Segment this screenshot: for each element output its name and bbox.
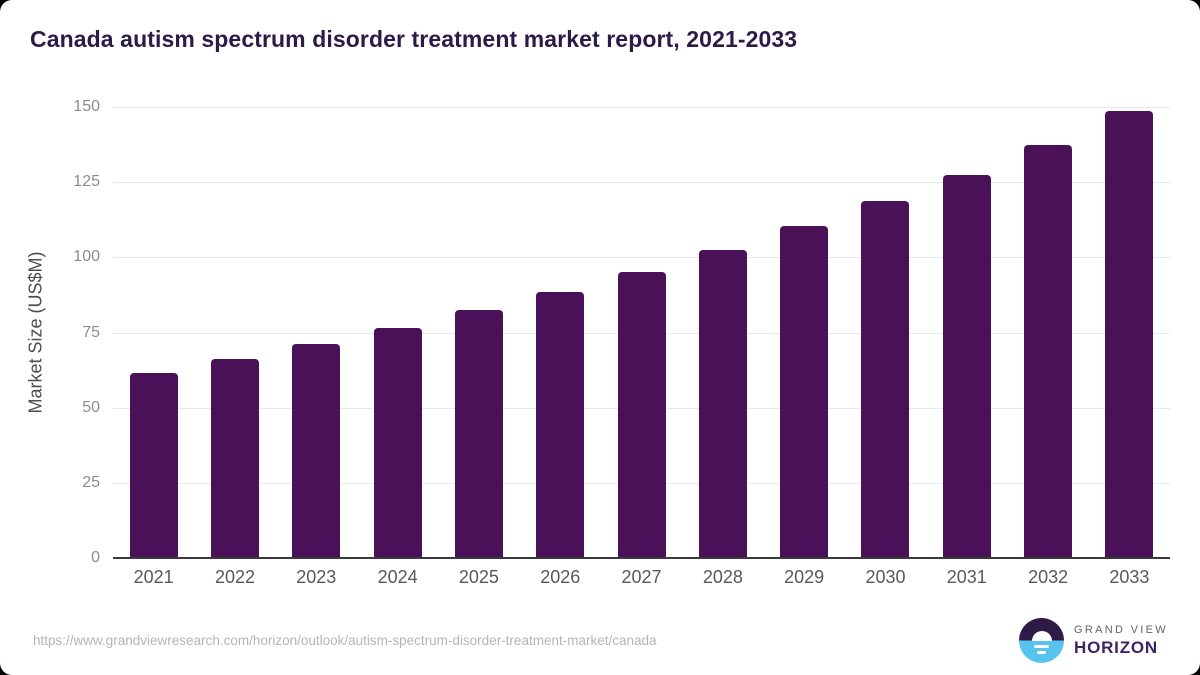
bar-slot-2023 bbox=[276, 107, 357, 558]
bar-2021 bbox=[129, 373, 178, 558]
bar-2025 bbox=[454, 310, 503, 558]
bar-2022 bbox=[210, 358, 259, 558]
bar-slot-2031 bbox=[926, 107, 1007, 558]
bar-slot-2027 bbox=[601, 107, 682, 558]
bar-slot-2024 bbox=[357, 107, 438, 558]
bar-2033 bbox=[1105, 111, 1154, 558]
x-axis-line bbox=[113, 557, 1170, 559]
bar-series bbox=[113, 107, 1170, 558]
reflection-line-2 bbox=[1037, 650, 1046, 654]
y-tick-label-125: 125 bbox=[73, 173, 100, 191]
logo-text: GRAND VIEW HORIZON bbox=[1074, 624, 1168, 658]
x-label-2025: 2025 bbox=[458, 567, 499, 587]
x-label-2031: 2031 bbox=[946, 567, 987, 587]
x-label-2032: 2032 bbox=[1028, 567, 1069, 587]
chart-title: Canada autism spectrum disorder treatmen… bbox=[30, 26, 798, 52]
bar-slot-2025 bbox=[438, 107, 519, 558]
logo-grand-view-text: GRAND VIEW bbox=[1074, 623, 1168, 636]
y-tick-label-150: 150 bbox=[73, 98, 100, 115]
x-label-2026: 2026 bbox=[540, 567, 581, 587]
gridline-150 bbox=[113, 107, 1170, 108]
horizon-sun-icon bbox=[1019, 618, 1064, 663]
x-label-2028: 2028 bbox=[702, 567, 743, 587]
x-label-2030: 2030 bbox=[865, 567, 906, 587]
y-tick-label-75: 75 bbox=[82, 323, 100, 341]
sun-dome-shape bbox=[1031, 630, 1052, 641]
gridline-100 bbox=[113, 257, 1170, 259]
bar-2029 bbox=[780, 226, 829, 558]
bar-slot-2021 bbox=[113, 107, 194, 558]
plot-area bbox=[113, 107, 1170, 559]
reflection-line-1 bbox=[1034, 644, 1049, 648]
bar-slot-2026 bbox=[520, 107, 601, 558]
bar-slot-2029 bbox=[764, 107, 845, 558]
x-label-2022: 2022 bbox=[214, 567, 255, 587]
bar-2031 bbox=[942, 174, 991, 558]
bar-slot-2032 bbox=[1007, 107, 1088, 558]
x-label-2029: 2029 bbox=[784, 567, 825, 587]
logo-horizon-text: HORIZON bbox=[1074, 637, 1158, 657]
bar-2030 bbox=[861, 201, 910, 558]
x-label-2033: 2033 bbox=[1109, 567, 1150, 587]
source-url: https://www.grandviewresearch.com/horizo… bbox=[33, 633, 657, 648]
y-tick-label-25: 25 bbox=[82, 473, 100, 491]
y-tick-label-100: 100 bbox=[73, 248, 100, 266]
bar-slot-2022 bbox=[194, 107, 275, 558]
bar-2023 bbox=[292, 344, 341, 558]
bar-2032 bbox=[1024, 145, 1073, 558]
y-tick-label-50: 50 bbox=[82, 398, 100, 416]
bar-2024 bbox=[373, 328, 422, 558]
x-label-2023: 2023 bbox=[296, 567, 337, 587]
bar-slot-2033 bbox=[1089, 107, 1170, 558]
bar-2026 bbox=[536, 291, 585, 558]
y-axis-ticks: 0 25 50 75 100 125 150 bbox=[40, 98, 100, 566]
x-label-2027: 2027 bbox=[621, 567, 662, 587]
x-label-2024: 2024 bbox=[377, 567, 418, 587]
x-axis-labels: 2021 2022 2023 2024 2025 2026 2027 2028 2029 2030… bbox=[113, 567, 1170, 588]
x-label-2021: 2021 bbox=[133, 567, 174, 587]
grand-view-horizon-logo: GRAND VIEW HORIZON bbox=[1019, 618, 1168, 663]
bar-2028 bbox=[698, 250, 747, 558]
bar-slot-2030 bbox=[845, 107, 926, 558]
bar-2027 bbox=[617, 271, 666, 558]
gridline-125 bbox=[113, 182, 1170, 184]
y-tick-label-0: 0 bbox=[91, 549, 100, 566]
bar-slot-2028 bbox=[682, 107, 763, 558]
